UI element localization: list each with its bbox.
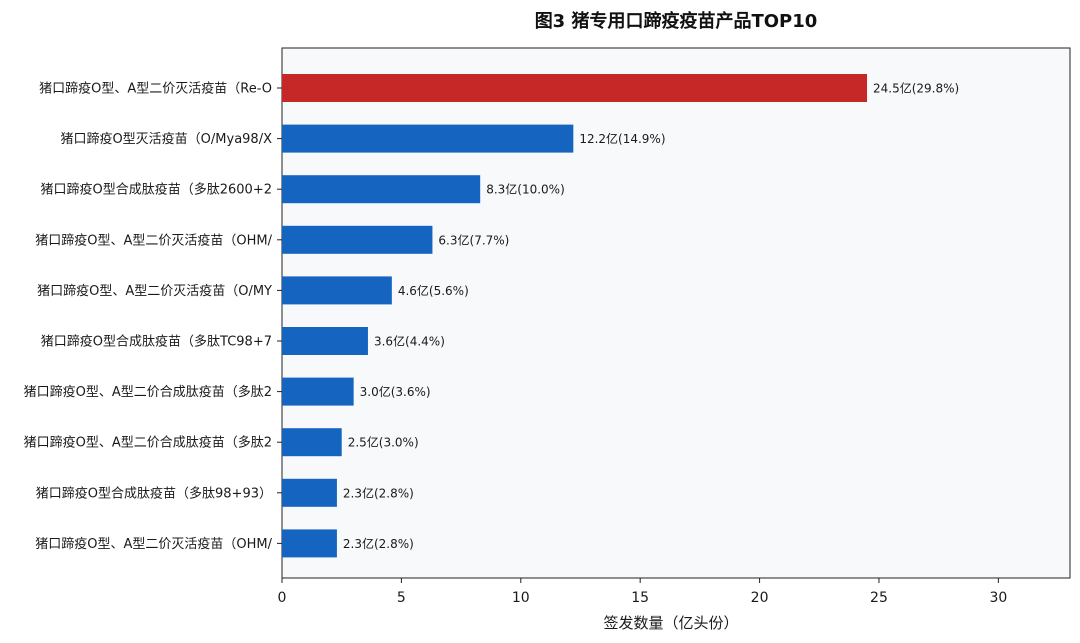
category-label: 猪口蹄疫O型、A型二价灭活疫苗（OHM/: [35, 232, 272, 248]
bar: [282, 377, 354, 406]
x-tick-label: 30: [989, 590, 1007, 606]
category-label: 猪口蹄疫O型、A型二价灭活疫苗（OHM/: [35, 536, 272, 552]
x-tick-label: 5: [397, 590, 406, 606]
data-labels-group: 24.5亿(29.8%) 12.2亿(14.9%) 8.3亿(10.0%) 6.3亿(…: [343, 81, 959, 551]
category-label: 猪口蹄疫O型、A型二价合成肽疫苗（多肽2: [24, 435, 272, 451]
x-tick-label: 0: [278, 590, 287, 606]
x-axis-title: 签发数量（亿头份）: [603, 614, 738, 632]
bar: [282, 225, 433, 254]
bar: [282, 175, 481, 204]
bar: [282, 74, 868, 102]
category-label: 猪口蹄疫O型、A型二价灭活疫苗（Re-O: [39, 81, 272, 97]
category-label: 猪口蹄疫O型、A型二价合成肽疫苗（多肽2: [24, 384, 272, 400]
data-label: 3.6亿(4.4%): [374, 334, 445, 349]
bar: [282, 428, 342, 457]
data-label: 6.3亿(7.7%): [438, 232, 509, 247]
data-label: 2.5亿(3.0%): [348, 435, 419, 450]
data-label: 4.6亿(5.6%): [398, 283, 469, 298]
x-tick-label: 15: [631, 590, 649, 606]
data-label: 3.0亿(3.6%): [360, 384, 431, 399]
x-tick-label: 25: [870, 590, 888, 606]
data-label: 24.5亿(29.8%): [873, 81, 959, 96]
category-label: 猪口蹄疫O型合成肽疫苗（多肽2600+2: [41, 182, 272, 198]
x-tick-label: 20: [751, 590, 769, 606]
data-label: 2.3亿(2.8%): [343, 485, 414, 500]
category-label: 猪口蹄疫O型灭活疫苗（O/Mya98/X: [60, 131, 272, 147]
chart-title: 图3 猪专用口蹄疫疫苗产品TOP10: [535, 10, 818, 32]
bar: [282, 478, 337, 507]
data-label: 2.3亿(2.8%): [343, 536, 414, 551]
category-label: 猪口蹄疫O型、A型二价灭活疫苗（O/MY: [37, 283, 272, 299]
x-tick-label: 10: [512, 590, 530, 606]
bar: [282, 276, 392, 305]
category-label: 猪口蹄疫O型合成肽疫苗（多肽98+93）: [36, 485, 272, 501]
bar: [282, 124, 574, 153]
bar: [282, 327, 368, 355]
category-labels-group: 猪口蹄疫O型、A型二价灭活疫苗（Re-O 猪口蹄疫O型灭活疫苗（O/Mya98/X…: [24, 81, 282, 552]
data-label: 12.2亿(14.9%): [579, 131, 665, 146]
bar: [282, 529, 337, 558]
data-label: 8.3亿(10.0%): [486, 182, 565, 197]
category-label: 猪口蹄疫O型合成肽疫苗（多肽TC98+7: [41, 334, 272, 350]
x-axis-ticks-group: 0 5 10 15 20 25 30: [278, 578, 1007, 606]
bars-group: [282, 74, 868, 558]
